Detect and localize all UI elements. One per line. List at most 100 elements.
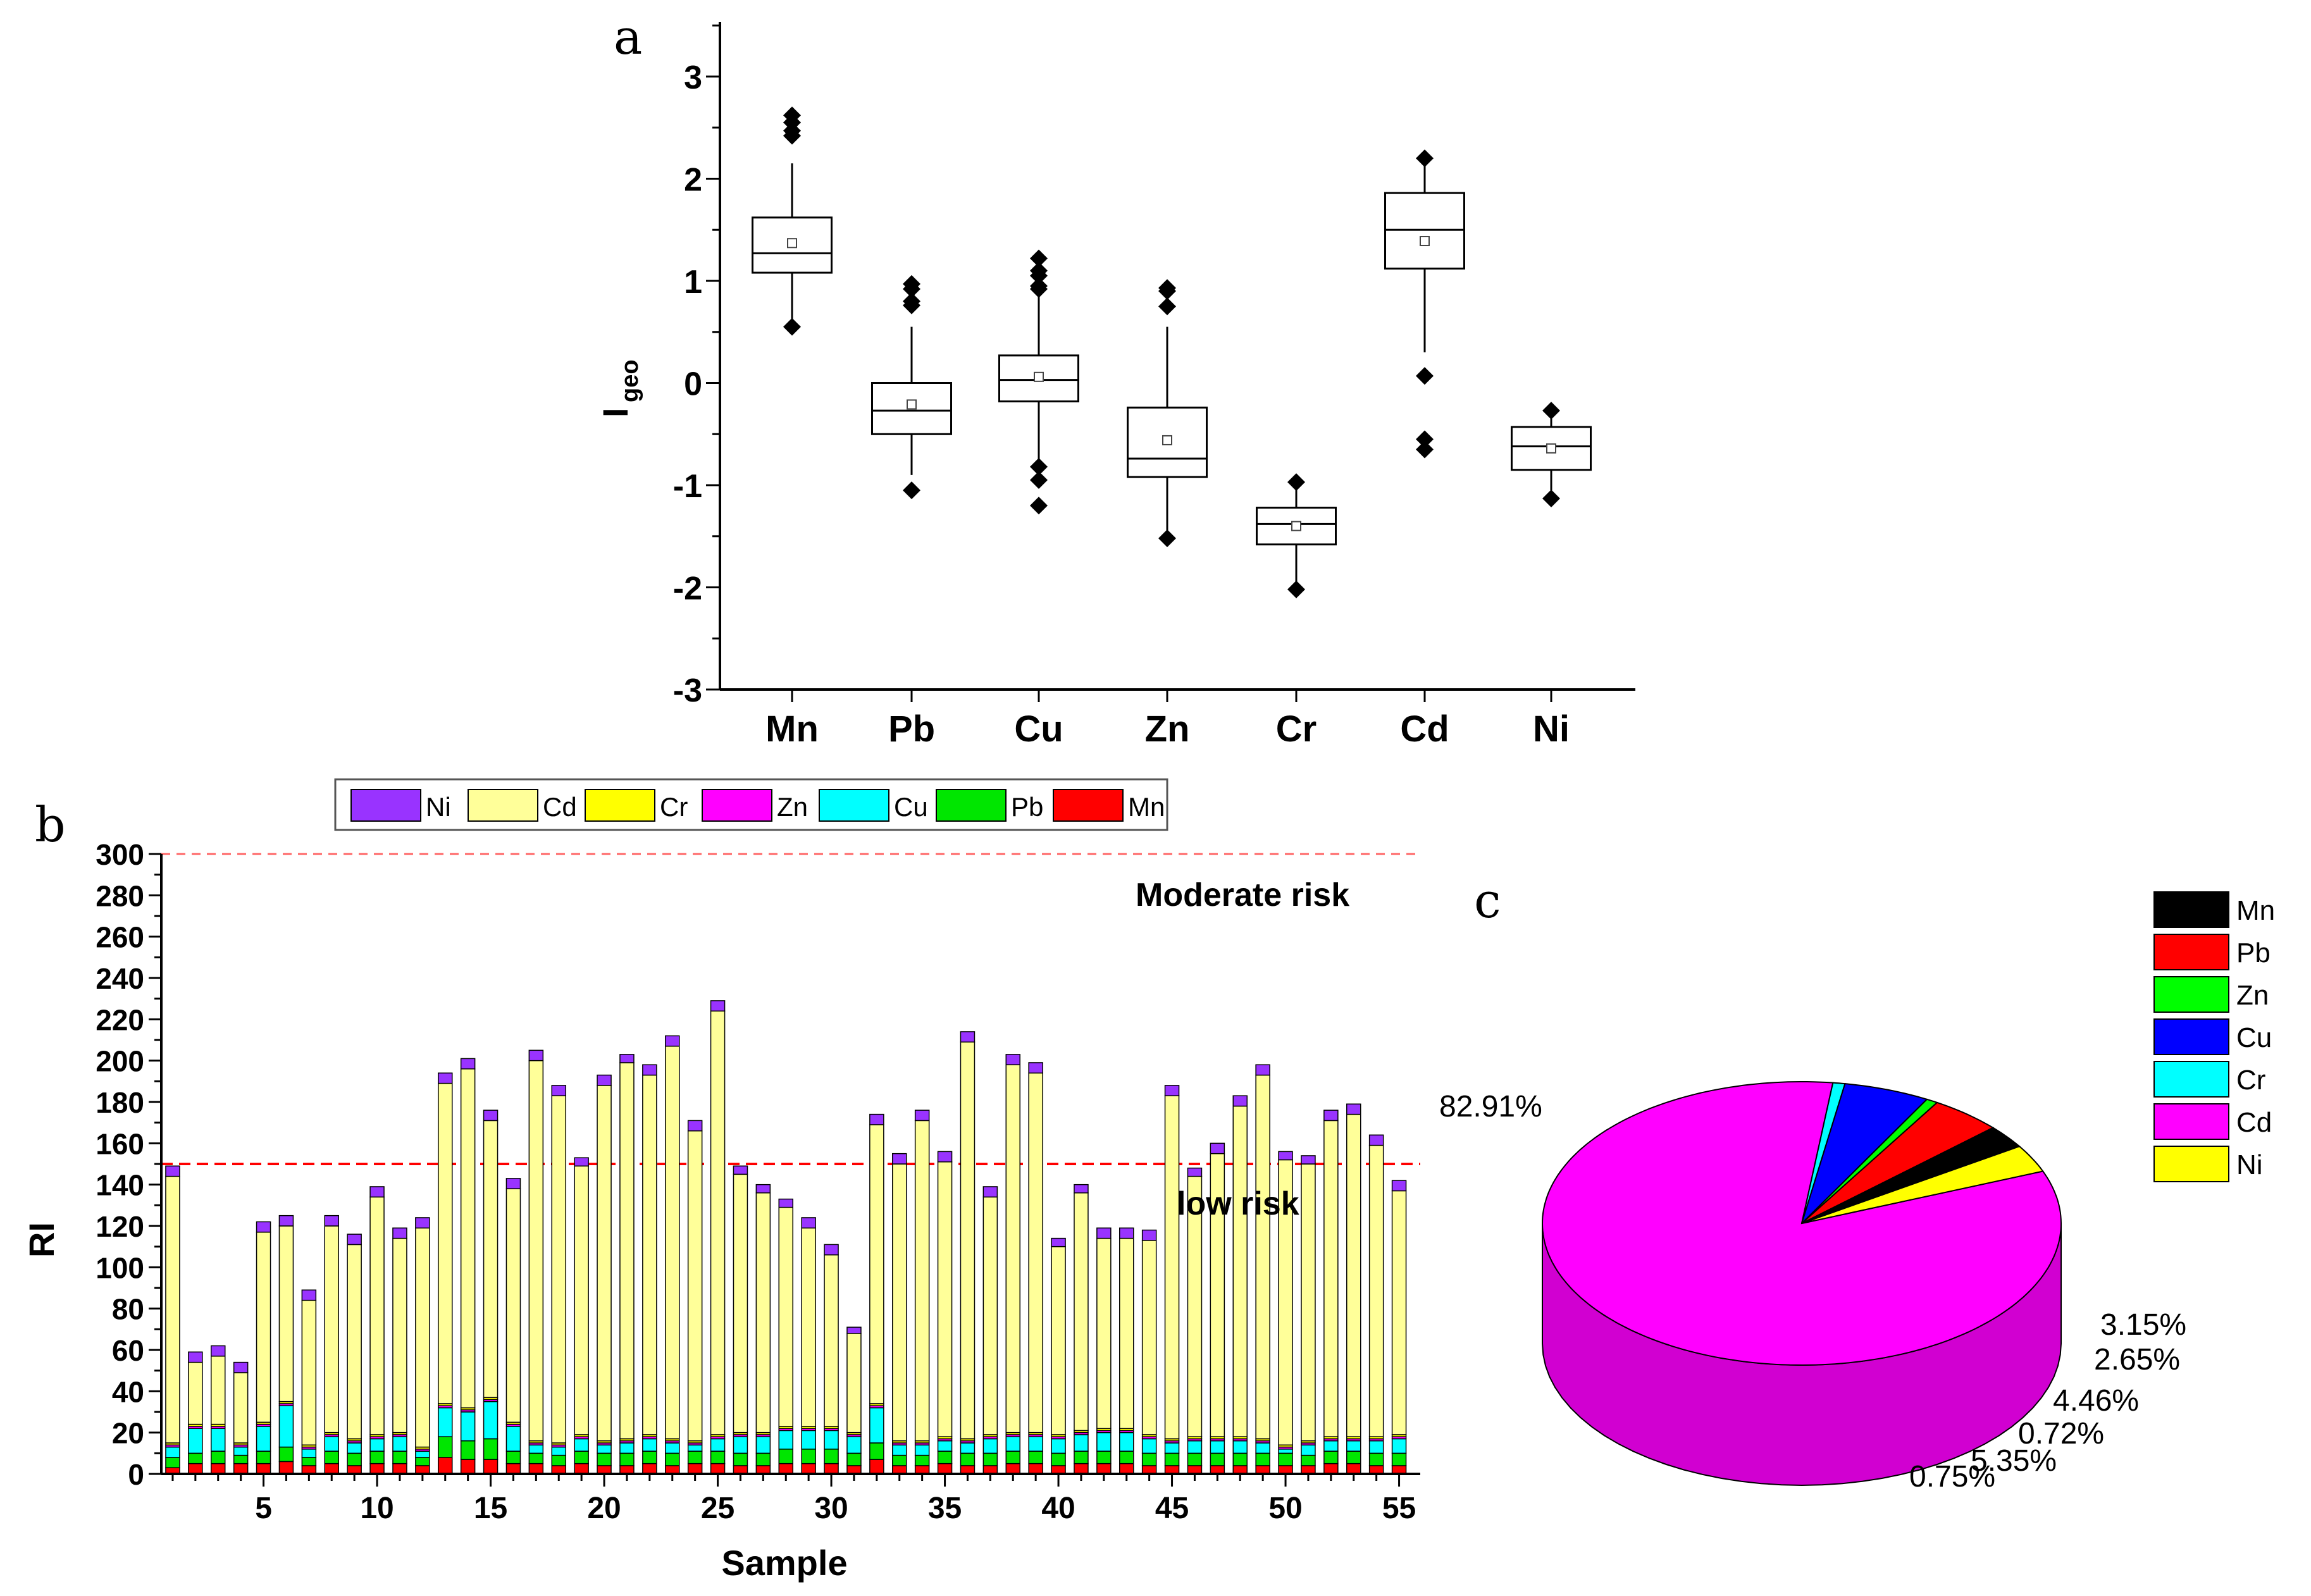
pie-legend-label-mn: Mn (2236, 895, 2275, 926)
bar-segment-pb (1346, 1451, 1361, 1464)
bar-segment-ni (642, 1064, 657, 1076)
pie-legend-label-pb: Pb (2236, 937, 2271, 968)
bar-x-tick-label: 30 (814, 1492, 848, 1525)
bar-segment-ni (1210, 1142, 1225, 1154)
bar-segment-pb (1028, 1451, 1043, 1464)
pie-panel: 82.91% 0.75%5.35%0.72%4.46% 2.65%3.15% Mn P… (1439, 891, 2275, 1494)
bar-segment-pb (278, 1446, 294, 1463)
bar-segment-cd (824, 1254, 839, 1427)
box-y-tick-label: -2 (673, 571, 702, 607)
bar-segment-cu (438, 1407, 453, 1437)
bar-segment-cu (1210, 1440, 1225, 1454)
pie-label-ni: 3.15% (2100, 1308, 2186, 1342)
box-y-tick-label: 1 (684, 264, 702, 300)
bar-segment-cd (165, 1175, 180, 1444)
bar-segment-pb (574, 1451, 589, 1464)
stacked-bar-panel: 0 20 40 60 80 100 120 140 160 180 200 220 240 260 280 3… (22, 778, 1420, 1583)
box-outlier (783, 127, 801, 145)
bar-segment-cd (665, 1046, 680, 1440)
bar-segment-cd (1346, 1113, 1361, 1437)
bar-segment-cd (392, 1237, 407, 1433)
bar-segment-cd (1301, 1163, 1316, 1442)
box-x-tick-label: Zn (1145, 708, 1190, 750)
box-y-tick-label: 3 (684, 59, 702, 96)
bar-segment-cd (188, 1361, 203, 1425)
bar-segment-pb (642, 1451, 657, 1464)
bar-segment-mn (710, 1463, 726, 1475)
box-outlier (1416, 440, 1434, 459)
bar-segment-pb (551, 1454, 566, 1466)
box-outlier (1416, 430, 1434, 448)
bar-segment-ni (755, 1184, 771, 1194)
bar-segment-ni (937, 1151, 953, 1163)
box-outlier (1030, 280, 1048, 298)
bar-segment-pb (1187, 1452, 1203, 1466)
bar-segment-pb (1210, 1452, 1225, 1466)
bar-segment-ni (301, 1289, 317, 1301)
bar-y-tick-label: 160 (96, 1127, 144, 1160)
bar-segment-cd (1028, 1072, 1043, 1433)
bar-segment-mn (369, 1463, 385, 1475)
bar-segment-mn (642, 1463, 657, 1475)
bar-x-axis-label: Sample (721, 1543, 847, 1583)
bar-segment-cu (460, 1411, 476, 1442)
bar-segment-pb (846, 1452, 862, 1466)
bar-y-tick-label: 180 (96, 1086, 144, 1119)
bar-segment-ni (392, 1227, 407, 1239)
bar-x-tick-label: 55 (1382, 1492, 1416, 1525)
bar-segment-ni (415, 1217, 430, 1229)
bar-segment-pb (778, 1449, 793, 1464)
bar-segment-cd (1164, 1095, 1180, 1440)
bar-segment-cu (1323, 1440, 1339, 1452)
bar-segment-pb (801, 1449, 816, 1464)
bar-legend-label-zn: Zn (777, 792, 808, 822)
bar-segment-pb (733, 1452, 748, 1466)
bar-segment-ni (846, 1327, 862, 1334)
bar-segment-cd (1096, 1237, 1112, 1429)
bar-segment-mn (233, 1463, 249, 1475)
bar-segment-mn (324, 1463, 339, 1475)
bar-segment-cu (914, 1444, 930, 1456)
bar-segment-cu (665, 1442, 680, 1454)
bar-segment-cd (1232, 1105, 1248, 1437)
bar-segment-cd (551, 1095, 566, 1444)
bar-segment-pb (369, 1451, 385, 1464)
box-cr (1256, 473, 1337, 598)
bar-segment-cd (1141, 1240, 1157, 1435)
bar-segment-pb (211, 1451, 226, 1464)
bar-segment-pb (755, 1452, 771, 1466)
bar-segment-cu (937, 1440, 953, 1452)
bar-segment-cd (801, 1227, 816, 1427)
bar-y-tick-label: 20 (112, 1417, 144, 1450)
bar-x-tick-label: 10 (360, 1492, 393, 1525)
box-plot-panel: 3 2 1 0 -1 -2 -3 Mn Pb Cu Zn Cr Cd Ni I geo (595, 22, 1635, 750)
bar-segment-pb (1164, 1452, 1180, 1466)
bar-segment-cd (755, 1192, 771, 1433)
box-y-axis-label-subscript: geo (617, 359, 643, 402)
bar-segment-cd (597, 1085, 612, 1442)
bar-segment-ni (597, 1074, 612, 1086)
pie-legend-swatch-zn (2153, 976, 2229, 1013)
box-outlier (1542, 489, 1560, 507)
bar-segment-cu (960, 1442, 976, 1454)
bar-segment-pb (914, 1454, 930, 1466)
bar-segment-cu (982, 1438, 998, 1454)
box-zn (1127, 279, 1208, 547)
bar-segment-mn (1005, 1463, 1020, 1475)
bar-segment-cu (211, 1428, 226, 1452)
bar-segment-cu (755, 1436, 771, 1454)
bar-segment-ni (733, 1165, 748, 1175)
bar-segment-cd (1074, 1192, 1089, 1432)
bar-segment-cd (1255, 1074, 1270, 1440)
bar-segment-ni (1119, 1227, 1134, 1239)
bar-segment-mn (483, 1459, 499, 1475)
bar-segment-cd (483, 1120, 499, 1398)
bar-segment-pb (1323, 1451, 1339, 1464)
bar-segment-cd (892, 1163, 907, 1442)
bar-segment-cd (1323, 1120, 1339, 1437)
bar-segment-ni (211, 1345, 226, 1357)
bar-segment-cu (1028, 1436, 1043, 1452)
bar-segment-cu (551, 1446, 566, 1456)
bar-segment-pb (528, 1452, 544, 1464)
bar-y-tick-label: 200 (96, 1045, 144, 1078)
